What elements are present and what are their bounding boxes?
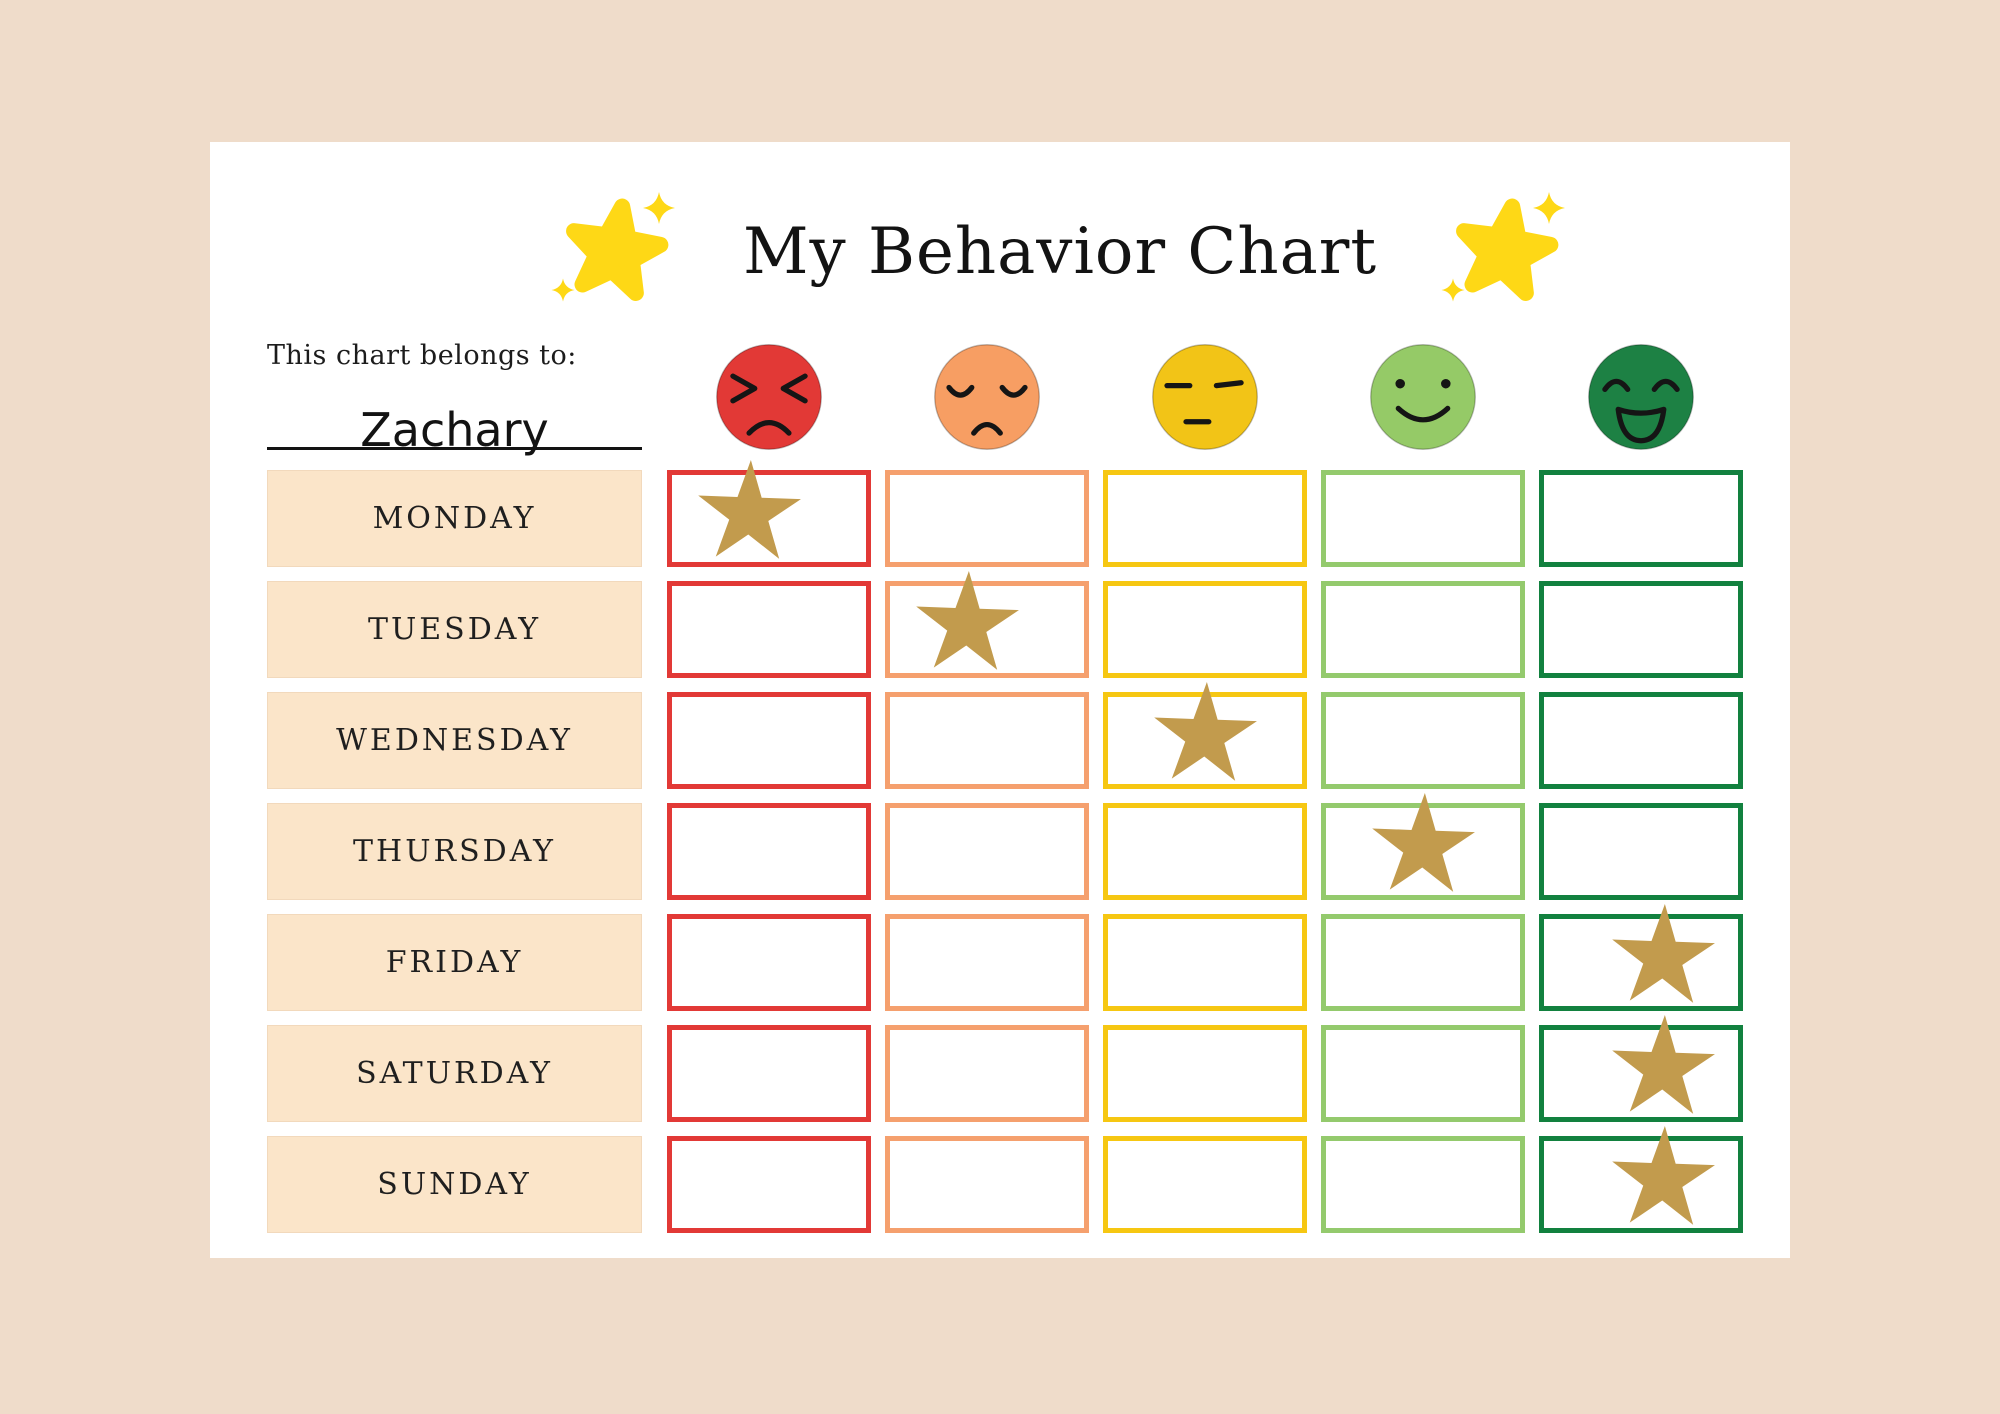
behavior-cell	[667, 914, 871, 1011]
behavior-cell	[885, 571, 1089, 678]
behavior-cell	[885, 1025, 1089, 1122]
day-label: THURSDAY	[267, 803, 642, 900]
behavior-cell	[667, 1025, 871, 1122]
gold-star-icon	[1154, 682, 1257, 781]
neutral-face-icon	[1152, 344, 1258, 450]
behavior-cell	[1321, 1025, 1525, 1122]
gold-star-icon	[698, 460, 801, 559]
behavior-cell	[885, 1136, 1089, 1233]
angry-face-icon	[716, 344, 822, 450]
behavior-cell	[1103, 914, 1307, 1011]
behavior-cell	[1103, 470, 1307, 567]
behavior-cell	[1103, 803, 1307, 900]
behavior-cell	[667, 803, 871, 900]
happy-face-icon	[1370, 344, 1476, 450]
sparkle-icon	[1441, 278, 1465, 302]
chart-header: My Behavior Chart	[270, 172, 1850, 332]
sparkle-icon	[1533, 192, 1566, 224]
behavior-cell	[1103, 1025, 1307, 1122]
day-label: SUNDAY	[267, 1136, 642, 1233]
behavior-cell	[1539, 803, 1743, 900]
behavior-cell	[885, 803, 1089, 900]
mood-column-header	[1539, 338, 1743, 456]
behavior-cell	[667, 581, 871, 678]
sparkle-icon	[551, 278, 575, 302]
behavior-cell	[1539, 470, 1743, 567]
gold-star-icon	[1612, 904, 1715, 1003]
behavior-cell	[667, 692, 871, 789]
day-label: TUESDAY	[267, 581, 642, 678]
sparkle-star-icon	[539, 176, 691, 328]
sparkle-icon	[642, 192, 675, 224]
behavior-cell	[1103, 1136, 1307, 1233]
mood-column-header	[885, 338, 1089, 456]
behavior-cell	[1321, 793, 1525, 900]
behavior-grid: This chart belongs to: Zachary	[267, 338, 1743, 1233]
behavior-cell	[885, 914, 1089, 1011]
gold-star-icon	[1612, 1126, 1715, 1225]
name-line: Zachary	[267, 371, 642, 457]
behavior-cell	[667, 460, 871, 567]
page-title: My Behavior Chart	[742, 215, 1378, 289]
behavior-cell	[1321, 470, 1525, 567]
behavior-cell	[1539, 692, 1743, 789]
mood-column-header	[667, 338, 871, 456]
gold-star-icon	[1612, 1015, 1715, 1114]
mood-column-header	[1321, 338, 1525, 456]
belongs-to-block: This chart belongs to: Zachary	[267, 338, 642, 456]
behavior-cell	[1103, 581, 1307, 678]
behavior-cell	[885, 470, 1089, 567]
day-label: MONDAY	[267, 470, 642, 567]
mood-column-header	[1103, 338, 1307, 456]
owner-name: Zachary	[360, 403, 549, 457]
gold-star-icon	[1372, 793, 1475, 892]
behavior-cell	[1321, 692, 1525, 789]
day-label: FRIDAY	[267, 914, 642, 1011]
laughing-face-icon	[1588, 344, 1694, 450]
behavior-cell	[667, 1136, 871, 1233]
belongs-to-label: This chart belongs to:	[267, 340, 577, 371]
behavior-cell	[885, 692, 1089, 789]
behavior-cell	[1539, 904, 1743, 1011]
behavior-cell	[1539, 581, 1743, 678]
day-label: SATURDAY	[267, 1025, 642, 1122]
behavior-cell	[1321, 914, 1525, 1011]
gold-star-icon	[916, 571, 1019, 670]
sparkle-star-icon	[1429, 176, 1581, 328]
behavior-cell	[1103, 682, 1307, 789]
behavior-chart-card: My Behavior Chart This chart belongs to:…	[210, 142, 1790, 1258]
behavior-cell	[1539, 1126, 1743, 1233]
day-label: WEDNESDAY	[267, 692, 642, 789]
sad-face-icon	[934, 344, 1040, 450]
behavior-cell	[1321, 581, 1525, 678]
behavior-cell	[1321, 1136, 1525, 1233]
behavior-cell	[1539, 1015, 1743, 1122]
